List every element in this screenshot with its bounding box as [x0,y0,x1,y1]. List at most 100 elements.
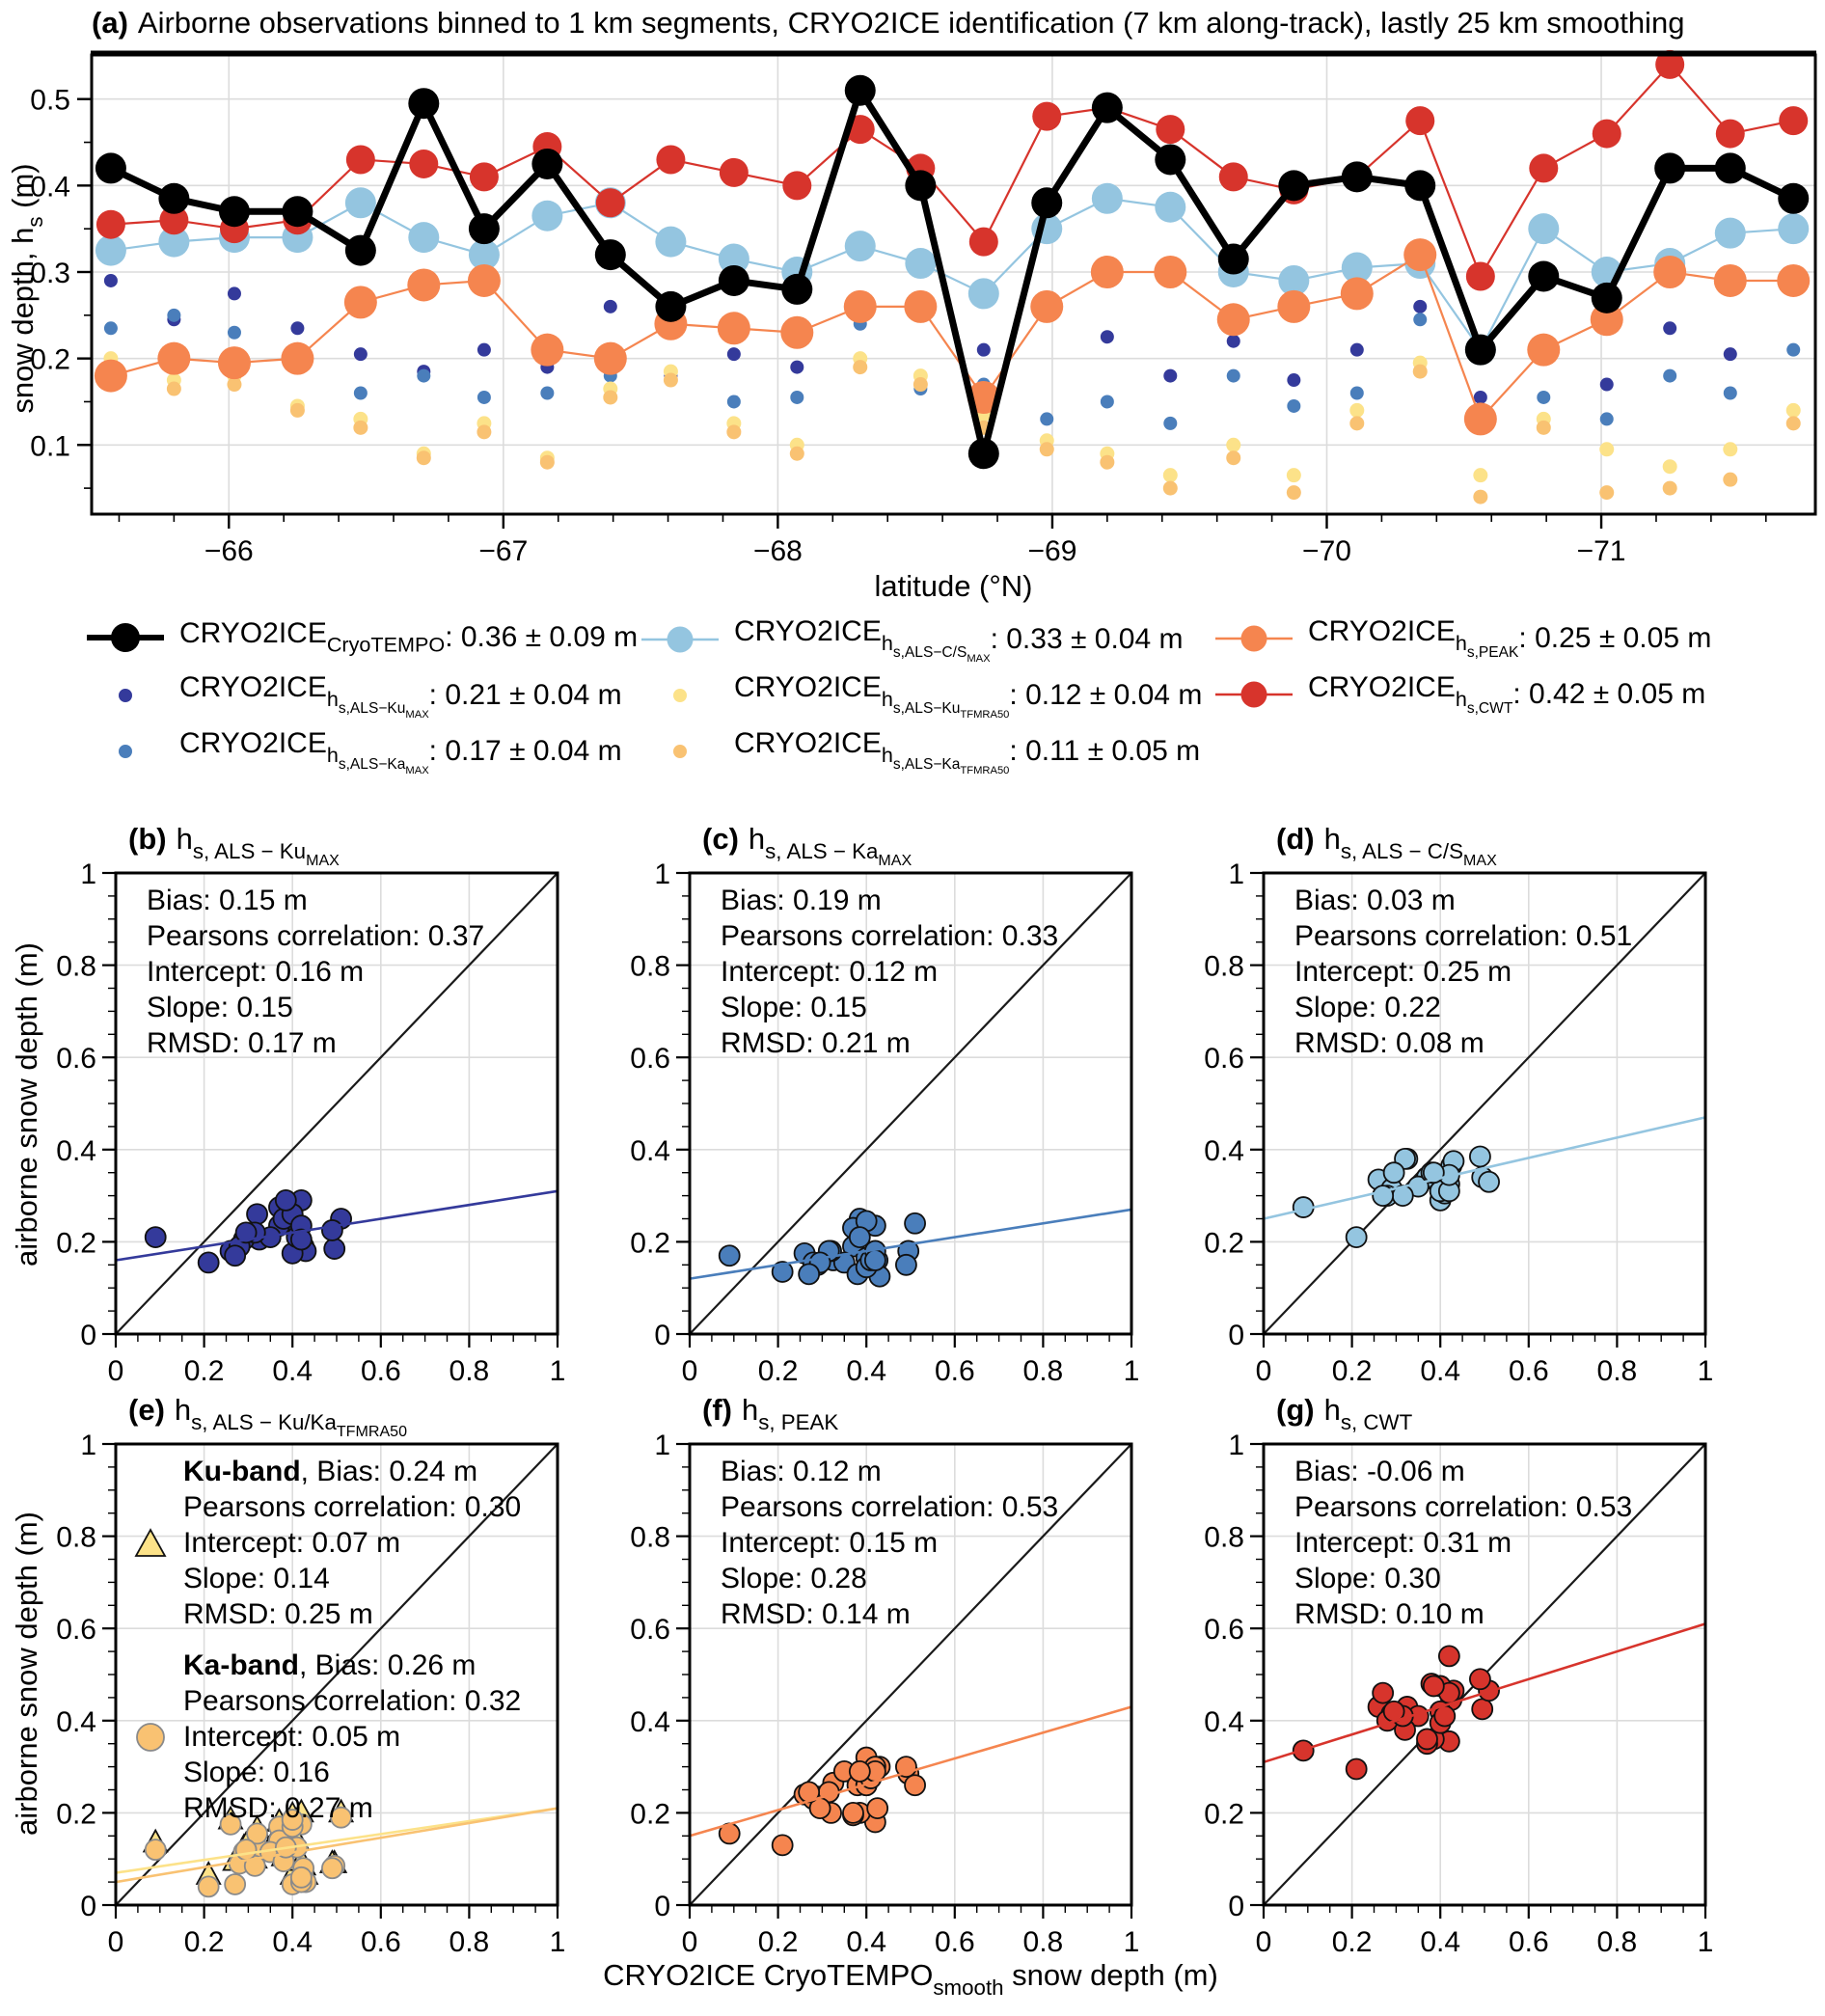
y-tick-label: 0.8 [1204,951,1244,983]
stats-line: Bias: 0.12 m [721,1456,882,1487]
panel-c-title: (c) hs, ALS − KaMAX [702,822,912,870]
legend-entry: CRYO2ICECryoTEMPO: 0.36 ± 0.09 m [85,615,638,660]
stats-line: Slope: 0.30 [1294,1563,1441,1594]
x-tick-label: −66 [204,535,254,567]
panel-a-svg: −66 −67 −68 −69 −70 −71 0.1 0.2 0.3 0.4 0.5 latitud… [30,49,1817,603]
y-tick-label: 0.4 [1204,1706,1244,1738]
panel-title-math: hs, PEAK [741,1393,839,1435]
stats-glyph [133,1527,168,1560]
stats-line: Intercept: 0.15 m [721,1527,939,1559]
fit-line [689,1705,1132,1838]
fit-line [115,1807,558,1874]
y-tick-label: 0 [1228,1320,1244,1351]
y-tick-label: 1 [654,1430,670,1461]
stats-line: Slope: 0.28 [721,1563,867,1594]
stats-block: Bias: 0.03 m Pearsons correlation: 0.51 In… [1294,883,1632,1061]
panel-c: 0 0 0.2 0.2 0.4 0.4 0.6 0.6 0.8 0.8 1 1 [614,852,1145,1402]
panel-d-plot: 00 0.2 0.2 0.4 0.4 0.6 0.6 0.8 0.8 1 1 [1204,858,1713,1387]
stats-line: RMSD: 0.25 m [183,1598,373,1630]
panel-label: (f) [702,1393,732,1427]
subscript-text: hs,PEAK [1455,630,1519,661]
subscript-text: hs,ALS−KaMAX [326,742,429,776]
subscript-text: MAX [405,708,429,721]
x-tick-label: 1 [1124,1355,1140,1387]
x-tick-label: 0.2 [758,1926,799,1958]
x-tick-label: 0 [108,1355,124,1387]
subscript-text: s,ALS−KuMAX [338,699,429,721]
legend-stats: : 0.33 ± 0.04 m [990,623,1184,656]
y-tick-label: 0.8 [56,1522,96,1554]
x-tick-label: 0.2 [1332,1355,1373,1387]
y-tick-label: 0.8 [630,1522,670,1554]
x-tick-label: 0.4 [846,1926,886,1958]
panel-a-grid [92,55,1815,514]
legend-label: CRYO2ICEhs,CWT [1308,671,1513,717]
series-ka_tfmra_dots [103,360,1801,504]
stats-line: Intercept: 0.16 m [147,956,365,988]
legend-marker [1215,625,1293,652]
panel-label: (c) [702,822,739,856]
x-tick-label: 0.8 [1597,1926,1638,1958]
panel-title-math: hs, ALS − KuMAX [176,822,340,870]
stats-block: Ku-band, Bias: 0.24 m Pearsons correlatio… [183,1454,521,1632]
subscript-text: CryoTEMPO [326,632,446,657]
y-tick-label: 0.5 [30,85,70,117]
series-cryotempo [95,74,1810,470]
y-tick-label: 0 [654,1891,670,1922]
legend-entry: CRYO2ICEhs,ALS−KuTFMRA50: 0.12 ± 0.04 m [640,671,1202,721]
panel-g: 0 0 0.2 0.2 0.4 0.4 0.6 0.6 0.8 0.8 1 1 [1188,1423,1719,1973]
legend-entry: CRYO2ICEhs,ALS−C/SMAX: 0.33 ± 0.04 m [640,615,1184,665]
panel-a-ticks: −66 −67 −68 −69 −70 −71 0.1 0.2 0.3 0.4 0.5 [30,85,1767,567]
legend-label: CRYO2ICEhs,ALS−KuMAX [179,671,429,721]
x-tick-label: −68 [753,535,803,567]
legend-stats: : 0.42 ± 0.05 m [1512,677,1706,710]
x-tick-label: 0.4 [272,1926,313,1958]
x-tick-label: 0 [108,1926,124,1958]
subscript-text: s, ALS − KaMAX [765,839,912,870]
x-tick-label: 1 [550,1926,566,1958]
subscript-text: s,ALS−C/SMAX [892,643,991,665]
stats-glyph [133,1721,168,1754]
panel-a-legend: CRYO2ICECryoTEMPO: 0.36 ± 0.09 m CRYO2ICE… [0,615,1825,799]
stats-line: Intercept: 0.05 m [183,1721,401,1753]
shared-xlabel: CRYO2ICE CryoTEMPOsmooth snow depth (m) [603,1958,1218,2001]
stats-line: RMSD: 0.08 m [1294,1027,1485,1059]
stats-line: Intercept: 0.25 m [1294,956,1512,988]
panel-b-title: (b) hs, ALS − KuMAX [128,822,340,870]
legend-entry: CRYO2ICEhs,CWT: 0.42 ± 0.05 m [1213,671,1705,718]
triangle-marker-icon [134,1528,167,1557]
stats-line: Bias: 0.19 m [721,885,882,916]
legend-marker [87,623,164,652]
stats-line: Slope: 0.15 [721,992,867,1023]
fit-line [1263,1622,1706,1764]
panel-g-plot: 00 0.2 0.2 0.4 0.4 0.6 0.6 0.8 0.8 1 1 [1204,1430,1713,1958]
panel-f-plot: 00 0.2 0.2 0.4 0.4 0.6 0.6 0.8 0.8 1 1 [630,1430,1139,1958]
x-tick-label: −69 [1027,535,1076,567]
stats-line: Intercept: 0.07 m [183,1527,401,1559]
x-tick-label: 1 [550,1355,566,1387]
row1-ylabel: airborne snow depth (m) [10,942,43,1267]
fit-line [115,1189,558,1262]
stats-block: Bias: -0.06 m Pearsons correlation: 0.53 I… [1294,1454,1632,1632]
circle-marker-icon [136,1723,165,1752]
stats-line: RMSD: 0.17 m [147,1027,337,1059]
legend-marker [119,745,132,759]
legend-stats: : 0.12 ± 0.04 m [1009,679,1203,712]
stats-block: Ka-band, Bias: 0.26 m Pearsons correlatio… [183,1648,521,1826]
y-tick-label: 0 [654,1320,670,1351]
y-tick-label: 0.6 [630,1043,670,1075]
panel-label: (d) [1276,822,1315,856]
y-tick-label: 1 [654,858,670,890]
legend-stats: : 0.36 ± 0.09 m [445,621,639,653]
subscript-text: TFMRA50 [960,764,1010,776]
panel-label: (b) [128,822,167,856]
x-tick-label: 0.6 [361,1926,401,1958]
subscript-text: MAX [878,852,912,870]
y-tick-label: 1 [1228,1430,1244,1461]
panel-a-title-text: Airborne observations binned to 1 km seg… [137,6,1685,40]
x-tick-label: 0.2 [758,1355,799,1387]
y-tick-label: 0.2 [30,344,70,376]
legend-marker [119,689,132,703]
stats-line: Pearsons correlation: 0.53 [1294,1491,1633,1523]
stats-line: Bias: 0.15 m [147,885,308,916]
